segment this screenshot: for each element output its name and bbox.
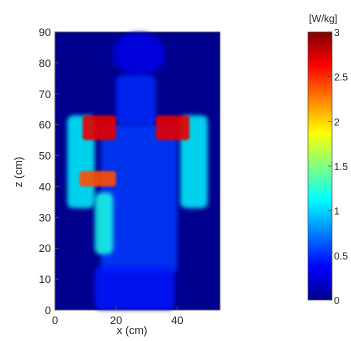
y-tick-label: 80 [39,58,51,70]
region-right-shoulder [155,115,190,141]
region-torso [100,124,178,273]
heatmap-regions [67,32,208,310]
region-pelvis [94,266,175,310]
region-neck [116,75,156,125]
colorbar-unit: [W/kg] [309,14,338,25]
colorbar-tick-label: 0 [334,296,340,307]
y-tick-label: 0 [45,305,51,317]
y-tick-label: 20 [39,243,51,255]
x-axis-label: x (cm) [117,325,148,337]
y-tick-label: 90 [39,27,51,39]
colorbar-ticks: 0 0.5 1 1.5 2 2.5 3 [328,28,348,307]
region-head [113,32,165,76]
y-tick-label: 40 [39,181,51,193]
colorbar-tick-label: 1 [334,207,340,218]
y-tick-label: 70 [39,89,51,101]
colorbar-tick-label: 2.5 [334,73,348,84]
y-tick-label: 30 [39,212,51,224]
colorbar-tick-label: 3 [334,28,340,39]
region-left-chest [79,171,117,187]
x-ticks: 0 20 40 [52,306,183,327]
y-tick-label: 60 [39,120,51,132]
colorbar-tick-label: 2 [334,117,340,128]
colorbar-tick-label: 0.5 [334,251,348,262]
x-tick-label: 0 [52,315,58,327]
region-left-shoulder [82,115,117,141]
y-tick-label: 10 [39,274,51,286]
y-ticks: 0 10 20 30 40 50 60 70 80 90 [39,27,59,317]
region-left-flank [94,192,114,255]
x-tick-label: 40 [171,315,183,327]
y-axis-label: z (cm) [13,157,25,188]
y-tick-label: 50 [39,151,51,163]
axes-frame [54,31,221,311]
x-tick-label: 20 [110,315,122,327]
colorbar-tick-label: 1.5 [334,162,348,173]
